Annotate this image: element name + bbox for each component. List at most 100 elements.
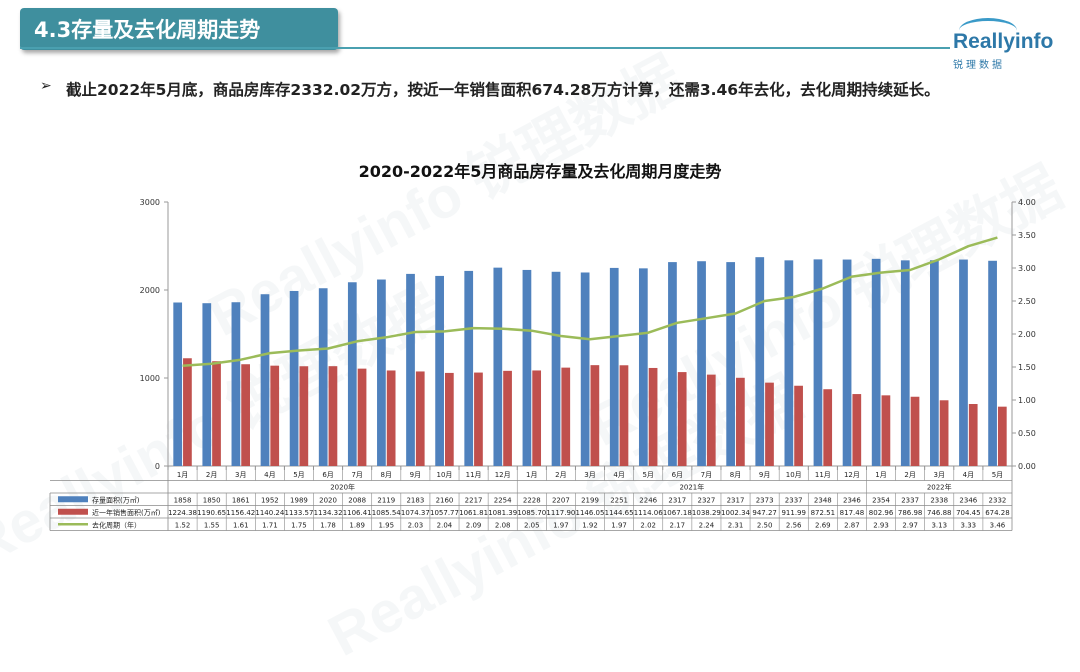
- data-label-line: 1.97: [611, 521, 627, 529]
- bar-stock: [202, 303, 212, 466]
- data-label-sales: 1146.05: [576, 509, 605, 517]
- data-label-line: 2.03: [408, 521, 424, 529]
- x-tick-label: 10月: [437, 471, 453, 479]
- y-left-tick-label: 2000: [140, 286, 160, 295]
- data-label-stock: 2246: [639, 496, 657, 504]
- bar-sales: [939, 400, 949, 466]
- data-label-stock: 2228: [523, 496, 541, 504]
- data-label-line: 2.02: [640, 521, 656, 529]
- data-label-sales: 872.51: [811, 509, 836, 517]
- data-label-sales: 674.28: [985, 509, 1010, 517]
- section-title: 4.3存量及去化周期走势: [34, 18, 261, 42]
- data-label-stock: 2317: [727, 496, 745, 504]
- data-label-sales: 1133.57: [284, 509, 313, 517]
- x-tick-label: 2月: [904, 471, 915, 479]
- data-label-sales: 947.27: [752, 509, 777, 517]
- bar-sales: [561, 367, 571, 466]
- bar-stock: [347, 282, 357, 466]
- data-label-line: 1.95: [378, 521, 394, 529]
- x-tick-label: 3月: [235, 471, 246, 479]
- data-label-line: 2.56: [786, 521, 802, 529]
- data-label-sales: 1067.18: [663, 509, 692, 517]
- inventory-chart: 0 1000 2000 3000 0.00 0.50 1.00 1.50 2.00 2.50 3.0…: [49, 198, 1036, 531]
- bar-stock: [784, 260, 794, 466]
- legend-swatch-sales: [58, 508, 88, 515]
- data-label-stock: 2254: [494, 496, 512, 504]
- x-tick-label: 1月: [526, 471, 537, 479]
- legend-label-line: 去化周期（年）: [92, 520, 141, 529]
- data-label-sales: 1144.65: [605, 509, 634, 517]
- x-tick-label: 7月: [351, 471, 362, 479]
- data-label-line: 1.71: [262, 521, 278, 529]
- bar-stock: [930, 260, 939, 466]
- data-label-sales: 786.98: [898, 509, 923, 517]
- data-label-stock: 2160: [436, 496, 454, 504]
- data-label-stock: 2183: [406, 496, 424, 504]
- data-label-line: 2.24: [699, 521, 715, 529]
- data-label-stock: 2346: [843, 496, 861, 504]
- data-label-stock: 1989: [290, 496, 308, 504]
- x-tick-label: 1月: [875, 471, 886, 479]
- x-tick-label: 9月: [759, 471, 770, 479]
- bar-stock: [959, 259, 968, 466]
- data-label-sales: 1190.65: [197, 509, 226, 517]
- bar-stock: [871, 258, 881, 466]
- data-label-sales: 1140.24: [255, 509, 284, 517]
- data-label-sales: 1117.90: [546, 509, 575, 517]
- data-label-line: 1.55: [204, 521, 220, 529]
- bar-sales: [590, 365, 600, 466]
- bar-stock: [842, 259, 852, 466]
- bar-stock: [377, 279, 386, 466]
- bar-sales: [212, 361, 221, 466]
- bar-sales: [299, 366, 309, 466]
- data-label-sales: 1085.54: [372, 509, 401, 517]
- data-label-line: 3.13: [931, 521, 947, 529]
- header-divider: [20, 47, 950, 49]
- data-label-line: 1.78: [320, 521, 336, 529]
- data-label-line: 2.97: [902, 521, 918, 529]
- bar-sales: [881, 395, 891, 466]
- data-label-line: 2.69: [815, 521, 831, 529]
- data-label-stock: 2346: [959, 496, 977, 504]
- bar-sales: [997, 406, 1007, 466]
- year-label: 2021年: [679, 483, 704, 492]
- x-tick-label: 5月: [642, 471, 653, 479]
- y-right-tick-label: 2.50: [1018, 297, 1036, 306]
- y-right-tick-label: 0.50: [1018, 429, 1036, 438]
- year-label: 2020年: [330, 483, 355, 492]
- year-label: 2022年: [927, 483, 952, 492]
- bar-sales: [328, 366, 338, 466]
- data-label-sales: 1081.39: [488, 509, 517, 517]
- bar-stock: [464, 270, 474, 466]
- bar-stock: [988, 260, 997, 466]
- data-label-line: 2.50: [757, 521, 773, 529]
- x-tick-label: 4月: [613, 471, 624, 479]
- legend-label-stock: 存量面积(万㎡): [92, 495, 140, 504]
- y-right-tick-label: 3.50: [1018, 231, 1036, 240]
- section-title-bar: 4.3存量及去化周期走势: [20, 8, 338, 50]
- data-label-stock: 2337: [901, 496, 919, 504]
- bar-stock: [551, 271, 561, 466]
- data-label-sales: 1224.38: [168, 509, 197, 517]
- data-label-line: 2.17: [670, 521, 686, 529]
- data-label-line: 2.31: [728, 521, 744, 529]
- x-tick-label: 6月: [672, 471, 683, 479]
- y-left-tick-label: 3000: [140, 198, 160, 207]
- data-label-stock: 2020: [319, 496, 337, 504]
- bar-stock: [755, 257, 765, 466]
- bar-stock: [609, 267, 619, 466]
- brand-logo: Reallyinfo 锐理数据: [953, 18, 1073, 71]
- bullet-arrow-icon: ➢: [40, 78, 52, 94]
- data-label-sales: 1085.70: [517, 509, 546, 517]
- bar-stock: [813, 259, 823, 466]
- bar-sales: [852, 394, 862, 466]
- data-label-sales: 1002.34: [721, 509, 750, 517]
- logo-name: Reallyinfo: [953, 30, 1054, 53]
- bar-sales: [677, 372, 687, 466]
- bar-stock: [580, 272, 590, 466]
- y-right-tick-label: 4.00: [1018, 198, 1036, 207]
- x-tick-label: 12月: [495, 471, 511, 479]
- x-tick-label: 5月: [992, 471, 1003, 479]
- data-label-sales: 1038.29: [692, 509, 721, 517]
- data-label-stock: 2251: [610, 496, 628, 504]
